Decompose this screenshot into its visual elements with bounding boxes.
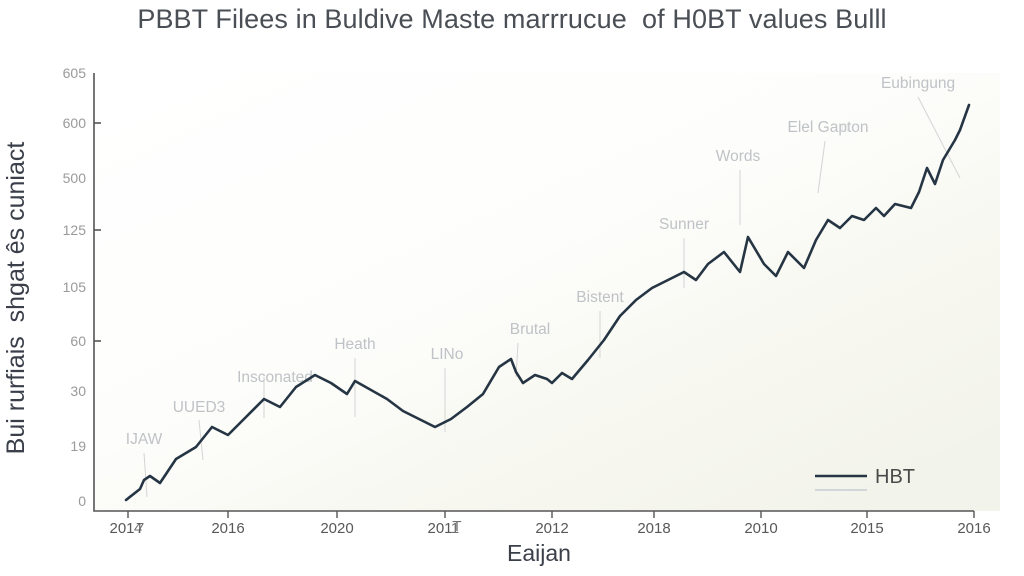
svg-text:105: 105 [63,279,87,295]
svg-text:Bistent: Bistent [576,289,624,306]
svg-text:Elel Gapton: Elel Gapton [788,119,869,136]
svg-text:600: 600 [63,115,87,131]
svg-text:HBT: HBT [875,466,915,488]
svg-text:Sunner: Sunner [659,216,709,233]
svg-text:LINo: LINo [431,346,464,363]
svg-text:500: 500 [63,170,87,186]
svg-text:0: 0 [78,493,86,509]
svg-text:2010: 2010 [744,520,777,537]
svg-text:125: 125 [63,222,87,238]
svg-text:2018: 2018 [637,520,670,537]
svg-text:2020: 2020 [320,520,353,537]
svg-text:19: 19 [70,438,86,454]
svg-text:201: 201 [109,520,134,537]
svg-text:7: 7 [136,520,144,537]
svg-text:Heath: Heath [334,336,375,353]
svg-text:Words: Words [716,148,761,165]
svg-text:2015: 2015 [850,520,883,537]
svg-text:2012: 2012 [535,520,568,537]
svg-text:T: T [452,518,461,535]
svg-text:UUED3: UUED3 [173,399,226,416]
svg-text:IJAW: IJAW [126,431,163,448]
svg-text:2016: 2016 [957,520,990,537]
svg-text:605: 605 [63,65,87,81]
svg-text:Eubingung: Eubingung [881,75,955,92]
svg-text:201: 201 [427,520,452,537]
svg-text:30: 30 [70,383,86,399]
svg-text:Brutal: Brutal [510,321,551,338]
svg-text:o: o [841,119,850,136]
svg-text:60: 60 [70,333,86,349]
svg-text:2016: 2016 [211,520,244,537]
